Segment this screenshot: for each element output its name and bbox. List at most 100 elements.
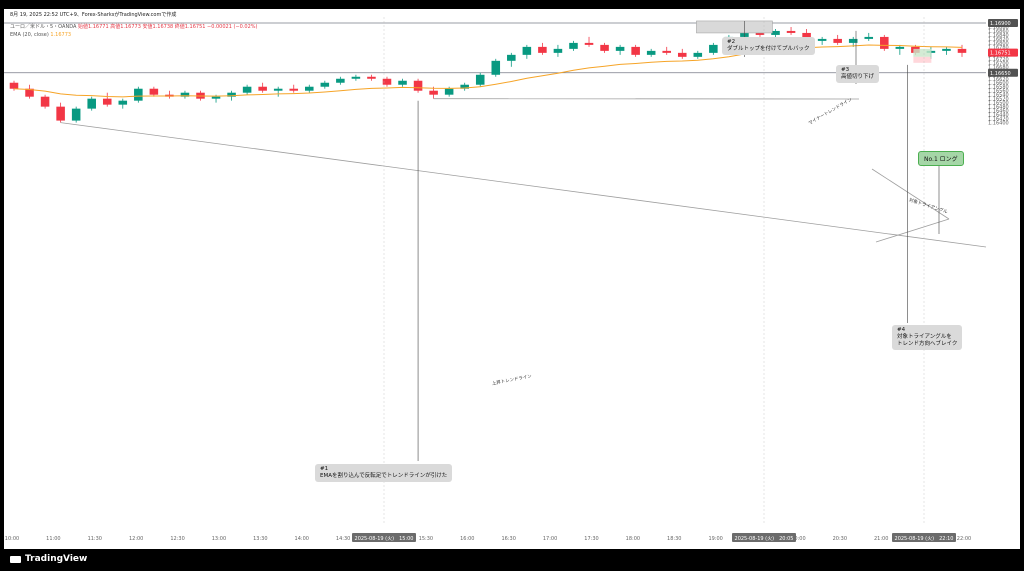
x-tick-label: 12:30 <box>170 536 184 542</box>
candle-body <box>382 78 392 85</box>
candle-body <box>367 76 376 79</box>
horizontal-line-price-tag <box>988 68 1018 77</box>
candle-body <box>864 36 874 39</box>
annotation-2-number: #2 <box>727 39 736 45</box>
candle-body <box>957 48 967 53</box>
candle-body <box>273 88 283 91</box>
tradingview-logo-icon <box>10 555 21 563</box>
annotation-4-text-2: トレンド方向へブレイク <box>897 341 958 347</box>
candle-body <box>569 42 578 49</box>
candle-body <box>351 76 361 79</box>
y-tick-label: 1.16500 <box>988 101 1009 107</box>
x-marker-tag <box>732 533 796 542</box>
y-tick-label: 1.16880 <box>988 25 1009 31</box>
candle-body <box>475 74 485 85</box>
candle-body <box>786 30 796 33</box>
last-price-tag <box>988 48 1018 57</box>
candle-body <box>180 92 190 97</box>
candle-body <box>336 78 345 83</box>
candle-body <box>134 88 143 101</box>
candle-body <box>227 92 236 97</box>
annotation-4[interactable]: #4 対象トライアングルを トレンド方向へブレイク <box>892 325 963 350</box>
ema-legend[interactable]: EMA (20, close) 1.16773 <box>10 32 71 38</box>
x-tick-label: 14:30 <box>336 536 350 542</box>
candle-body <box>895 46 905 49</box>
x-tick-label: 17:00 <box>543 536 557 542</box>
horizontal-line-price-tag <box>988 18 1018 27</box>
price-chart[interactable]: 1.169001.168801.168601.168401.168201.168… <box>4 9 1020 549</box>
x-tick-label: 20:30 <box>833 536 847 542</box>
candle-body <box>615 46 625 51</box>
y-tick-label: 1.16440 <box>988 113 1009 119</box>
x-tick-label: 21:00 <box>874 536 888 542</box>
x-tick-label: 19:00 <box>708 536 722 542</box>
x-tick-label: 11:30 <box>88 536 102 542</box>
long-entry-label[interactable]: No.1 ロング <box>918 151 964 166</box>
ohlc-values: 始値1.16771 高値1.16773 安値1.16738 終値1.16751 … <box>77 24 258 30</box>
ema-value: 1.16773 <box>50 32 72 38</box>
candle-body <box>211 96 221 99</box>
x-tick-label: 20:00 <box>791 536 805 542</box>
candle-body <box>242 86 252 93</box>
candle-body <box>40 96 50 107</box>
candle-body <box>833 38 842 43</box>
symbol-name[interactable]: ユーロ／米ドル・5・OANDA <box>10 24 77 30</box>
annotation-4-number: #4 <box>897 327 906 333</box>
candle-body <box>258 86 267 91</box>
y-tick-label: 1.16540 <box>988 93 1009 99</box>
annotation-2[interactable]: #2 ダブルトップを付けてプルバック <box>722 37 815 55</box>
annotation-3[interactable]: #3 高値切り下げ <box>836 65 880 83</box>
take-profit-zone <box>913 48 932 57</box>
tradingview-logo[interactable]: TradingView <box>10 554 87 564</box>
x-tick-label: 15:30 <box>419 536 433 542</box>
x-tick-label: 22:00 <box>957 536 971 542</box>
x-tick-label: 18:30 <box>667 536 681 542</box>
x-tick-label: 14:00 <box>295 536 309 542</box>
candle-body <box>942 48 951 51</box>
stop-loss-zone <box>913 56 932 63</box>
x-tick-label: 12:00 <box>129 536 143 542</box>
candle-body <box>677 52 687 57</box>
y-tick-label: 1.16840 <box>988 33 1009 39</box>
y-tick-label: 1.16600 <box>988 81 1009 87</box>
last-price-label: 1.16751 <box>990 51 1011 57</box>
y-tick-label: 1.16820 <box>988 37 1009 43</box>
y-tick-label: 1.16680 <box>988 65 1009 71</box>
x-tick-label: 13:30 <box>253 536 267 542</box>
annotation-1-number: #1 <box>320 466 329 472</box>
candle-body <box>118 100 128 105</box>
y-tick-label: 1.16800 <box>988 41 1009 47</box>
candle-body <box>25 88 34 97</box>
horizontal-line-price-label: 1.16650 <box>990 71 1011 77</box>
x-tick-label: 13:00 <box>212 536 226 542</box>
y-tick-label: 1.16860 <box>988 29 1009 35</box>
y-tick-label: 1.16720 <box>988 57 1009 63</box>
x-marker-label: 2025-08-19 (火) 20:05 <box>735 536 794 542</box>
double-top-zone <box>696 20 773 34</box>
x-marker-label: 2025-08-19 (火) 22:10 <box>895 536 954 542</box>
brand-name: TradingView <box>25 554 88 564</box>
candle-body <box>460 84 469 89</box>
candle-body <box>848 38 858 43</box>
candle-body <box>817 38 827 41</box>
ema-label: EMA (20, close) <box>10 32 49 38</box>
candle-body <box>646 50 656 55</box>
candle-body <box>413 80 423 91</box>
y-tick-label: 1.16520 <box>988 97 1009 103</box>
y-tick-label: 1.16480 <box>988 105 1009 111</box>
candle-body <box>584 42 594 45</box>
y-tick-label: 1.16400 <box>988 121 1009 127</box>
x-tick-label: 10:00 <box>5 536 19 542</box>
annotation-1[interactable]: #1 EMAを割り込んで反転足でトレンドラインが引けた <box>315 464 453 482</box>
candle-body <box>802 32 811 41</box>
candle-body <box>9 82 19 89</box>
candle-body <box>102 98 112 105</box>
chart-panel: 1.169001.168801.168601.168401.168201.168… <box>4 9 1020 549</box>
annotation-3-text: 高値切り下げ <box>841 74 875 80</box>
x-tick-label: 17:30 <box>584 536 598 542</box>
y-tick-label: 1.16560 <box>988 89 1009 95</box>
candle-body <box>149 88 159 95</box>
candle-body <box>429 90 438 95</box>
y-tick-label: 1.16460 <box>988 109 1009 115</box>
